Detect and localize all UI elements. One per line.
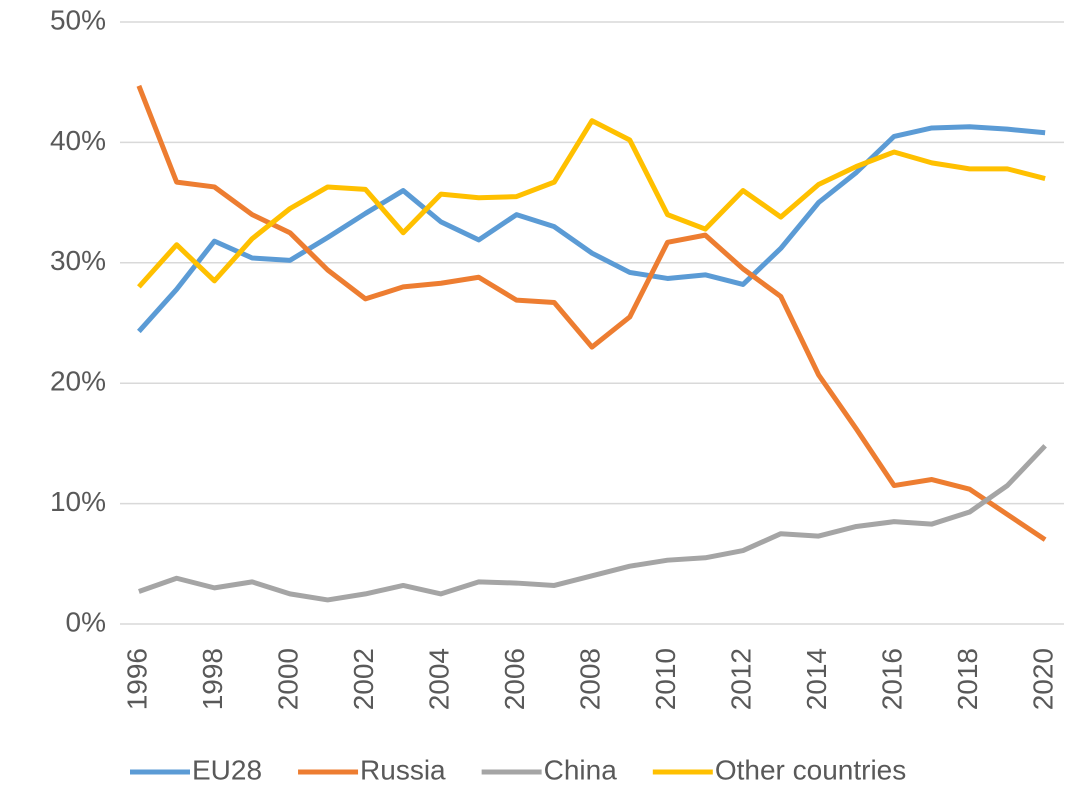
x-tick-label: 2000 [272, 648, 303, 710]
y-tick-label: 50% [50, 4, 106, 35]
x-tick-label: 2018 [952, 648, 983, 710]
y-tick-label: 40% [50, 125, 106, 156]
x-tick-label: 2002 [348, 648, 379, 710]
series-line [138, 444, 1047, 603]
legend-label: China [544, 754, 618, 785]
x-tick-label: 2014 [801, 648, 832, 710]
legend-label: EU28 [192, 754, 262, 785]
series-line [137, 118, 1046, 289]
x-tick-label: 2016 [876, 648, 907, 710]
x-tick-label: 2012 [725, 648, 756, 710]
series-line [136, 84, 1047, 542]
y-tick-label: 0% [66, 606, 106, 637]
x-tick-label: 1998 [197, 648, 228, 710]
x-tick-label: 1996 [121, 648, 152, 710]
legend-label: Other countries [715, 754, 906, 785]
x-tick-label: 2004 [423, 648, 454, 710]
x-tick-label: 2010 [650, 648, 681, 710]
y-tick-label: 20% [50, 366, 106, 397]
x-tick-label: 2006 [499, 648, 530, 710]
legend-label: Russia [360, 754, 446, 785]
series-line [137, 124, 1046, 334]
y-tick-label: 10% [50, 486, 106, 517]
x-tick-label: 2020 [1028, 648, 1059, 710]
x-tick-label: 2008 [574, 648, 605, 710]
y-tick-label: 30% [50, 245, 106, 276]
